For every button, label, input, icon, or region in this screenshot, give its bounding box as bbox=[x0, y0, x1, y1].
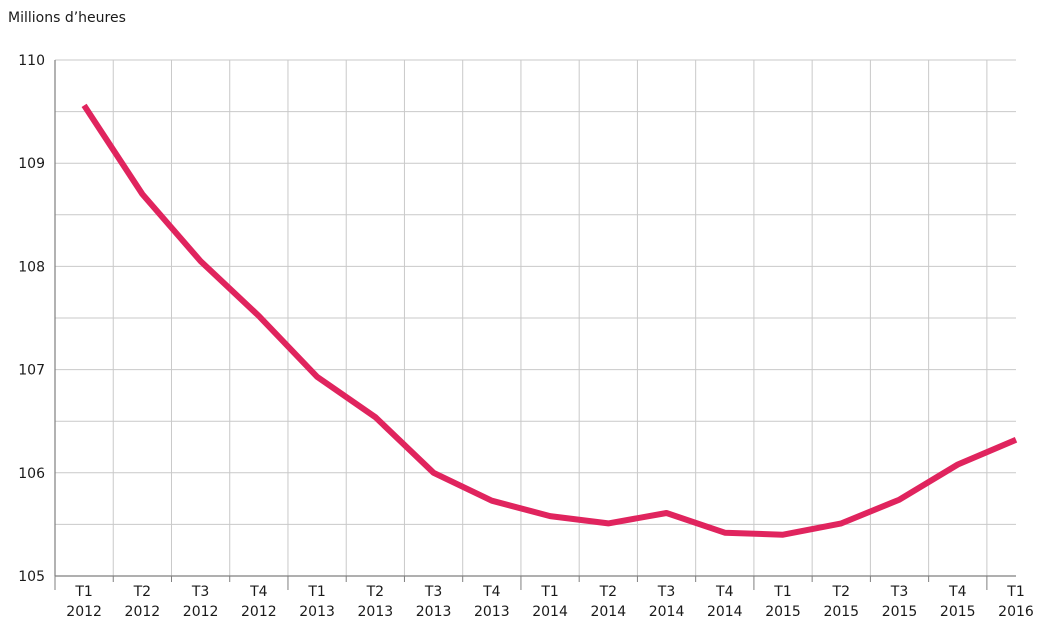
x-tick-label-year: 2013 bbox=[358, 604, 394, 618]
x-tick-label-quarter: T1 bbox=[1006, 584, 1024, 600]
x-tick-label-quarter: T3 bbox=[191, 584, 209, 600]
x-tick-label-year: 2013 bbox=[416, 604, 452, 618]
x-tick-label-quarter: T2 bbox=[366, 584, 384, 600]
y-tick-label: 109 bbox=[18, 156, 45, 172]
x-tick-label-year: 2012 bbox=[241, 604, 277, 618]
y-tick-label: 106 bbox=[18, 466, 45, 482]
x-tick-label-year: 2013 bbox=[299, 604, 335, 618]
x-tick-label-year: 2015 bbox=[940, 604, 976, 618]
x-tick-label-quarter: T4 bbox=[482, 584, 501, 600]
x-tick-label-quarter: T4 bbox=[948, 584, 967, 600]
x-tick-label-year: 2012 bbox=[183, 604, 219, 618]
x-tick-label-quarter: T1 bbox=[540, 584, 558, 600]
x-tick-label-quarter: T2 bbox=[832, 584, 850, 600]
x-tick-label-quarter: T1 bbox=[74, 584, 92, 600]
x-tick-label-year: 2014 bbox=[590, 604, 626, 618]
y-axis-label: Millions d’heures bbox=[8, 10, 126, 26]
y-tick-label: 108 bbox=[18, 259, 45, 275]
y-tick-label: 110 bbox=[18, 53, 45, 69]
x-tick-label-quarter: T3 bbox=[657, 584, 675, 600]
y-tick-label: 107 bbox=[18, 363, 45, 379]
x-tick-label-year: 2014 bbox=[707, 604, 743, 618]
series-line bbox=[81, 103, 1018, 538]
x-tick-label-year: 2013 bbox=[474, 604, 510, 618]
x-tick-label-year: 2014 bbox=[649, 604, 685, 618]
grid bbox=[55, 59, 1016, 576]
y-tick-label: 105 bbox=[18, 569, 45, 585]
x-tick-label-year: 2015 bbox=[823, 604, 859, 618]
x-tick-label-quarter: T1 bbox=[773, 584, 791, 600]
series-group bbox=[81, 103, 1018, 538]
x-tick-label-year: 2012 bbox=[66, 604, 102, 618]
x-tick-label-quarter: T3 bbox=[424, 584, 442, 600]
x-tick-label-quarter: T2 bbox=[133, 584, 151, 600]
x-tick-label-quarter: T3 bbox=[890, 584, 908, 600]
x-axis-ticks: T1 2012 T2 2012 T3 2012 T4 2012 T1 2013 T2 2013 T3 20… bbox=[54, 576, 1034, 618]
x-tick-label-year: 2015 bbox=[765, 604, 801, 618]
x-tick-label-quarter: T4 bbox=[715, 584, 734, 600]
x-tick-label-year: 2016 bbox=[998, 604, 1034, 618]
x-tick-label-quarter: T1 bbox=[307, 584, 325, 600]
x-tick-label-quarter: T4 bbox=[249, 584, 268, 600]
x-tick-label-year: 2014 bbox=[532, 604, 568, 618]
y-axis-ticks: 105 106 107 108 109 110 bbox=[18, 53, 45, 585]
x-tick-label-quarter: T2 bbox=[599, 584, 617, 600]
x-tick-label-year: 2012 bbox=[125, 604, 161, 618]
x-tick-label-year: 2015 bbox=[882, 604, 918, 618]
